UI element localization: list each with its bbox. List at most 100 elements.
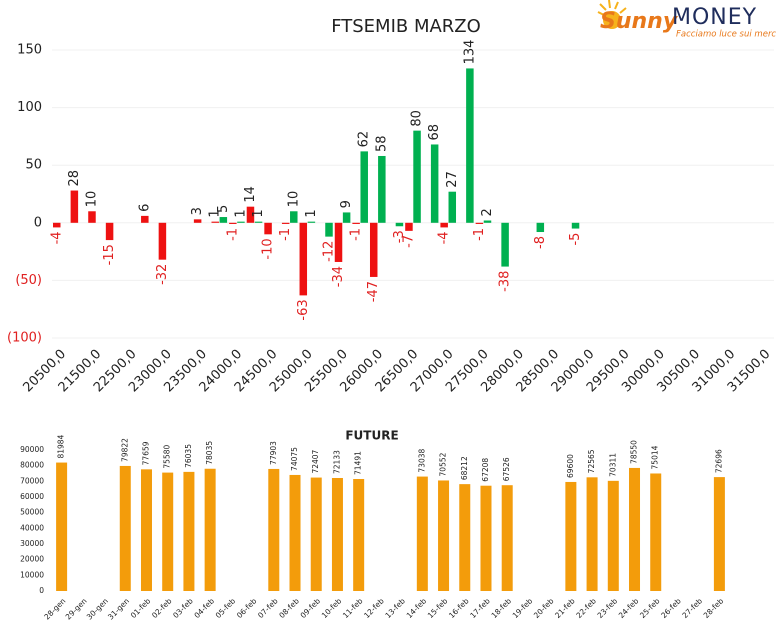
y-tick-label: 10000 (20, 570, 44, 579)
x-tick-label: 20-feb (532, 596, 556, 620)
x-tick-label: 15-feb (426, 596, 450, 620)
x-tick-label: 19-feb (511, 596, 535, 620)
bar (183, 471, 195, 591)
y-tick-label: 0 (39, 586, 44, 595)
data-label: 68212 (460, 456, 469, 480)
bar (360, 151, 368, 223)
bar (629, 467, 641, 591)
data-label: 72696 (714, 449, 723, 473)
y-tick-label: 50000 (20, 508, 44, 517)
logo-tagline: Facciamo luce sui mercati (676, 30, 776, 40)
data-label: 3 (190, 207, 205, 215)
bar (713, 477, 725, 591)
data-label: -7 (401, 235, 416, 248)
data-label: 67208 (481, 458, 490, 482)
bar (430, 144, 439, 223)
data-label: 6 (137, 204, 152, 212)
data-label: -63 (296, 299, 311, 320)
bar (158, 222, 167, 260)
data-label: 67526 (502, 457, 511, 481)
bar (281, 222, 290, 224)
data-label: 134 (462, 40, 477, 65)
logo-brand: Sunny (600, 9, 679, 34)
data-label: -47 (366, 281, 381, 302)
data-label: 78550 (630, 440, 639, 464)
data-label: -1 (278, 228, 293, 241)
data-label: 27 (445, 171, 460, 188)
x-tick-label: 11-feb (341, 596, 365, 620)
y-tick-label: 90000 (20, 445, 44, 454)
bar (475, 222, 484, 224)
data-label: 73038 (417, 448, 426, 472)
data-label: 75014 (651, 445, 660, 469)
x-tick-label: 06-feb (235, 596, 259, 620)
chart-title: FTSEMIB MARZO (331, 16, 481, 37)
bar (307, 221, 316, 223)
bar (448, 191, 457, 223)
y-tick-label: 20000 (20, 555, 44, 564)
x-tick-label: 30-gen (85, 596, 110, 621)
y-tick-label: 80000 (20, 461, 44, 470)
data-label: -10 (261, 238, 276, 259)
bar (310, 477, 322, 591)
logo-sun (603, 11, 621, 29)
logo-rays (597, 0, 627, 16)
bar (211, 221, 219, 223)
bar (289, 474, 301, 591)
x-tick-label: 26-feb (659, 596, 683, 620)
x-tick-label: 04-feb (192, 596, 216, 620)
y-tick-label: 30000 (20, 539, 44, 548)
data-label: 76035 (184, 444, 193, 468)
bar (440, 222, 448, 228)
data-label: 58 (374, 135, 389, 152)
data-label: -5 (568, 233, 583, 246)
bar (586, 477, 598, 591)
bar (571, 222, 580, 229)
bar (501, 222, 509, 267)
bar (264, 222, 272, 235)
x-tick-label: 21-feb (553, 596, 577, 620)
bar (536, 222, 545, 233)
data-label: 77659 (141, 441, 150, 465)
bar (565, 481, 577, 591)
data-label: 62 (357, 131, 372, 148)
data-label: -1 (349, 228, 364, 241)
x-tick-label: 29-gen (64, 596, 89, 621)
data-label: 1 (251, 209, 266, 217)
bar (229, 222, 237, 224)
x-tick-label: 27-feb (680, 596, 704, 620)
data-label: -32 (155, 264, 170, 285)
data-label: 5 (216, 205, 231, 213)
x-tick-label: 25-feb (638, 596, 662, 620)
x-tick-label: 12-feb (362, 596, 386, 620)
bar (438, 480, 450, 591)
data-label: 72407 (311, 449, 320, 473)
x-tick-label: 05-feb (214, 596, 238, 620)
data-label: -1 (472, 228, 487, 241)
bar (204, 468, 216, 591)
bar (378, 155, 386, 223)
x-tick-label: 08-feb (277, 596, 301, 620)
data-label: 70311 (608, 453, 617, 477)
data-label: -1 (225, 228, 240, 241)
data-label: 1 (208, 209, 223, 217)
x-tick-label: 09-feb (299, 596, 323, 620)
data-label: 78035 (205, 441, 214, 465)
data-label: 77903 (269, 441, 278, 465)
x-tick-label: 28-gen (42, 596, 67, 621)
x-tick-label: 28-feb (702, 596, 726, 620)
data-label: 68 (427, 124, 442, 141)
x-tick-label: 22-feb (574, 596, 598, 620)
data-label: 10 (84, 191, 99, 208)
y-tick-label: (100) (7, 331, 42, 346)
bar (413, 130, 421, 223)
data-label: 1 (233, 209, 248, 217)
bar (290, 211, 298, 223)
data-label: -34 (331, 266, 346, 287)
bar (299, 222, 308, 296)
bar (105, 222, 114, 241)
data-label: 69600 (566, 454, 575, 478)
logo-brand2: MONEY (672, 5, 757, 30)
bar (650, 473, 662, 591)
data-label: 71491 (354, 451, 363, 475)
